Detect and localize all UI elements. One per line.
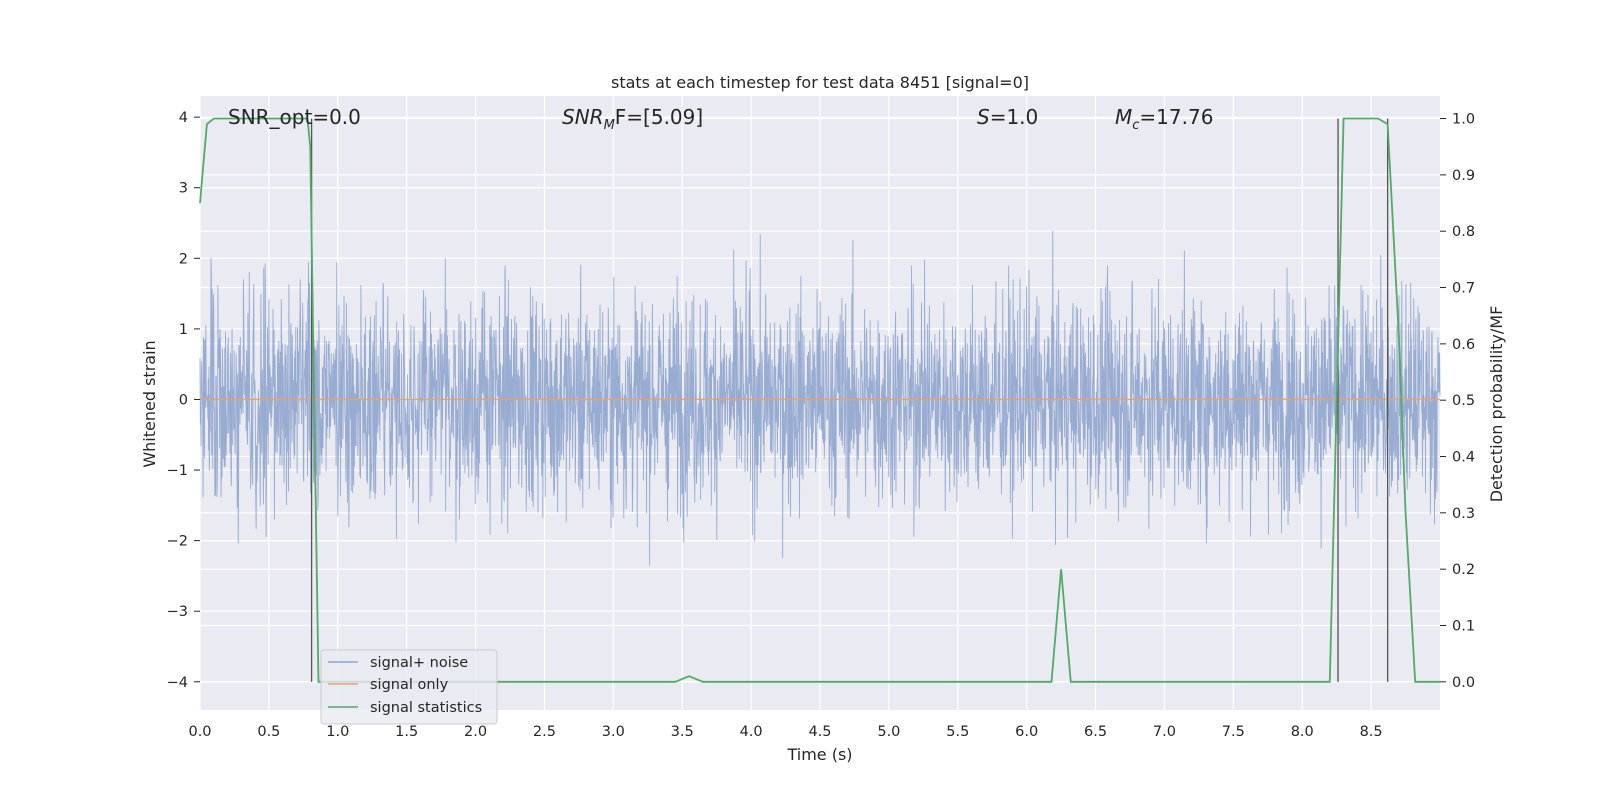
annotation-mc-rest: =17.76 <box>1139 105 1213 129</box>
x-tick-label-6: 3.0 <box>602 724 625 740</box>
y-tick-label-0: −4 <box>167 675 188 691</box>
y-right-tick-label-8: 0.8 <box>1452 224 1475 240</box>
y-tick-label-1: −3 <box>167 604 188 620</box>
x-tick-label-15: 7.5 <box>1222 724 1245 740</box>
annotation-snr-mf-sub: M <box>604 118 615 133</box>
x-tick-label-3: 1.5 <box>395 724 418 740</box>
y-right-tick-label-7: 0.7 <box>1452 281 1475 297</box>
line-signal-statistics <box>199 117 1440 683</box>
legend-box <box>320 649 498 725</box>
y-right-axis-ticks: 0.0 0.1 0.2 0.3 0.4 0.5 0.6 0.7 0.8 0.9 1.0 <box>1440 112 1475 691</box>
x-tick-label-17: 8.5 <box>1360 724 1383 740</box>
x-tick-label-16: 8.0 <box>1291 724 1314 740</box>
x-tick-label-8: 4.0 <box>740 724 763 740</box>
legend: signal+ noise signal only signal statist… <box>320 649 498 725</box>
y-right-axis-label: Detection probability/MF <box>1487 306 1506 503</box>
x-tick-label-11: 5.5 <box>946 724 969 740</box>
y-axis-ticks: −4 −3 −2 −1 0 1 2 3 4 <box>167 110 200 691</box>
y-right-tick-label-4: 0.4 <box>1452 450 1475 466</box>
annotation-snr-opt: SNR_opt=0.0 <box>228 105 361 129</box>
annotation-mc-sub: c <box>1132 118 1139 133</box>
y-right-tick-label-6: 0.6 <box>1452 337 1475 353</box>
chart-title: stats at each timestep for test data 845… <box>611 73 1029 92</box>
y-right-tick-label-9: 0.9 <box>1452 168 1475 184</box>
y-tick-label-3: −1 <box>167 463 188 479</box>
legend-label-signal-noise: signal+ noise <box>370 655 468 671</box>
annotation-s-label: S <box>977 105 990 129</box>
y-right-tick-label-1: 0.1 <box>1452 619 1475 635</box>
x-tick-label-14: 7.0 <box>1153 724 1176 740</box>
annotation-mc-label: M <box>1115 105 1132 129</box>
y-right-tick-label-10: 1.0 <box>1452 112 1475 128</box>
y-tick-label-8: 4 <box>179 110 188 126</box>
annotation-s-rest: =1.0 <box>990 105 1039 129</box>
series-signal-noise <box>199 230 1441 566</box>
y-right-tick-label-5: 0.5 <box>1452 393 1475 409</box>
x-tick-label-12: 6.0 <box>1015 724 1038 740</box>
x-tick-label-9: 4.5 <box>808 724 831 740</box>
x-tick-label-10: 5.0 <box>877 724 900 740</box>
series-signal-statistics <box>199 117 1440 683</box>
x-tick-label-1: 0.5 <box>257 724 280 740</box>
x-tick-label-2: 1.0 <box>326 724 349 740</box>
line-signal-noise <box>199 230 1441 566</box>
x-axis-label: Time (s) <box>786 745 852 764</box>
annotation-mc: Mc=17.76 <box>1115 105 1213 133</box>
y-axis-label: Whitened strain <box>140 340 159 467</box>
legend-label-signal-statistics: signal statistics <box>370 700 482 716</box>
x-tick-label-13: 6.5 <box>1084 724 1107 740</box>
y-tick-label-5: 1 <box>179 322 188 338</box>
y-right-tick-label-3: 0.3 <box>1452 506 1475 522</box>
annotation-snr-mf: SNRMF=[5.09] <box>562 105 703 133</box>
annotation-snr-mf-rest: F=[5.09] <box>615 105 703 129</box>
x-tick-label-4: 2.0 <box>464 724 487 740</box>
x-tick-label-0: 0.0 <box>188 724 211 740</box>
x-axis-ticks: 0.0 0.5 1.0 1.5 2.0 2.5 3.0 3.5 4.0 4.5 5.0 5.5 6.0 6… <box>188 724 1382 740</box>
y-tick-label-6: 2 <box>179 251 188 267</box>
y-tick-label-2: −2 <box>167 534 188 550</box>
annotation-snr-mf-label: SNR <box>562 105 604 129</box>
annotation-s: S=1.0 <box>977 105 1038 129</box>
y-right-tick-label-0: 0.0 <box>1452 675 1475 691</box>
legend-label-signal-only: signal only <box>370 677 449 693</box>
y-tick-label-7: 3 <box>179 181 188 197</box>
x-tick-label-7: 3.5 <box>671 724 694 740</box>
y-tick-label-4: 0 <box>179 392 188 408</box>
x-tick-label-5: 2.5 <box>533 724 556 740</box>
y-right-tick-label-2: 0.2 <box>1452 562 1475 578</box>
